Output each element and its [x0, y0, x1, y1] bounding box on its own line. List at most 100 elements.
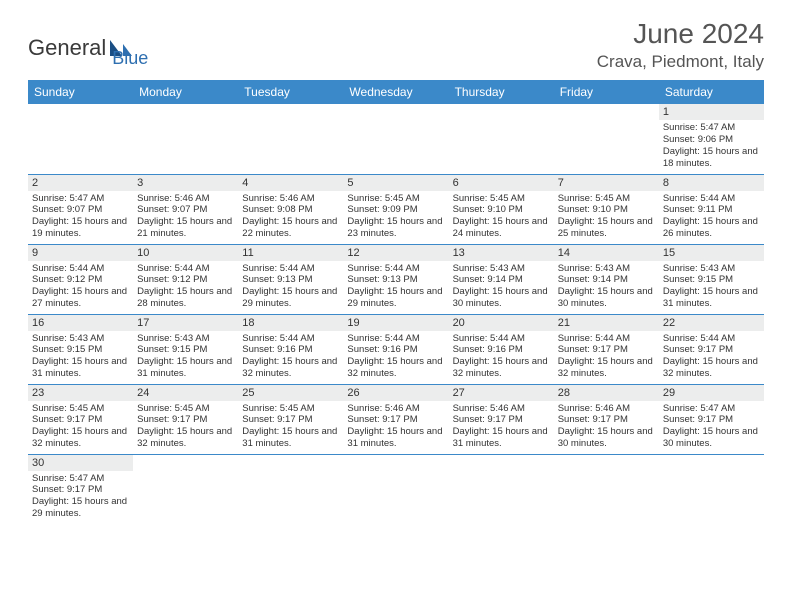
sunrise-text: Sunrise: 5:46 AM — [242, 193, 339, 205]
daylight-text: Daylight: 15 hours and 32 minutes. — [663, 356, 760, 380]
sunset-text: Sunset: 9:17 PM — [453, 414, 550, 426]
sunrise-text: Sunrise: 5:43 AM — [453, 263, 550, 275]
day-number: 28 — [554, 385, 659, 401]
calendar-table: Sunday Monday Tuesday Wednesday Thursday… — [28, 80, 764, 524]
sunrise-text: Sunrise: 5:44 AM — [242, 333, 339, 345]
calendar-row: 2Sunrise: 5:47 AMSunset: 9:07 PMDaylight… — [28, 174, 764, 244]
sunset-text: Sunset: 9:14 PM — [558, 274, 655, 286]
day-details: Sunrise: 5:46 AMSunset: 9:08 PMDaylight:… — [238, 191, 343, 244]
sunset-text: Sunset: 9:13 PM — [242, 274, 339, 286]
calendar-cell — [343, 104, 448, 174]
sunset-text: Sunset: 9:15 PM — [32, 344, 129, 356]
weekday-header: Wednesday — [343, 80, 448, 104]
day-details: Sunrise: 5:45 AMSunset: 9:17 PMDaylight:… — [133, 401, 238, 454]
calendar-cell: 4Sunrise: 5:46 AMSunset: 9:08 PMDaylight… — [238, 174, 343, 244]
day-number: 19 — [343, 315, 448, 331]
sunset-text: Sunset: 9:17 PM — [137, 414, 234, 426]
day-details: Sunrise: 5:46 AMSunset: 9:07 PMDaylight:… — [133, 191, 238, 244]
calendar-cell: 30Sunrise: 5:47 AMSunset: 9:17 PMDayligh… — [28, 454, 133, 524]
sunset-text: Sunset: 9:17 PM — [558, 344, 655, 356]
sunrise-text: Sunrise: 5:45 AM — [453, 193, 550, 205]
daylight-text: Daylight: 15 hours and 31 minutes. — [347, 426, 444, 450]
day-details: Sunrise: 5:47 AMSunset: 9:06 PMDaylight:… — [659, 120, 764, 173]
day-number: 27 — [449, 385, 554, 401]
daylight-text: Daylight: 15 hours and 32 minutes. — [32, 426, 129, 450]
day-number: 8 — [659, 175, 764, 191]
calendar-cell: 8 Sunrise: 5:44 AMSunset: 9:11 PMDaylight… — [659, 174, 764, 244]
sunset-text: Sunset: 9:08 PM — [242, 204, 339, 216]
brand-text-1: General — [28, 35, 106, 61]
day-number: 16 — [28, 315, 133, 331]
sunset-text: Sunset: 9:11 PM — [663, 204, 760, 216]
day-details: Sunrise: 5:43 AMSunset: 9:14 PMDaylight:… — [449, 261, 554, 314]
title-block: June 2024 Crava, Piedmont, Italy — [597, 18, 764, 72]
weekday-header-row: Sunday Monday Tuesday Wednesday Thursday… — [28, 80, 764, 104]
daylight-text: Daylight: 15 hours and 26 minutes. — [663, 216, 760, 240]
sunrise-text: Sunrise: 5:46 AM — [558, 403, 655, 415]
day-number: 9 — [28, 245, 133, 261]
daylight-text: Daylight: 15 hours and 32 minutes. — [453, 356, 550, 380]
day-number: 24 — [133, 385, 238, 401]
sunset-text: Sunset: 9:07 PM — [137, 204, 234, 216]
day-details: Sunrise: 5:47 AMSunset: 9:07 PMDaylight:… — [28, 191, 133, 244]
calendar-row: 30Sunrise: 5:47 AMSunset: 9:17 PMDayligh… — [28, 454, 764, 524]
calendar-cell — [659, 454, 764, 524]
sunrise-text: Sunrise: 5:46 AM — [137, 193, 234, 205]
day-number: 25 — [238, 385, 343, 401]
sunrise-text: Sunrise: 5:44 AM — [137, 263, 234, 275]
daylight-text: Daylight: 15 hours and 31 minutes. — [663, 286, 760, 310]
calendar-cell — [238, 104, 343, 174]
day-details: Sunrise: 5:44 AMSunset: 9:12 PMDaylight:… — [28, 261, 133, 314]
daylight-text: Daylight: 15 hours and 30 minutes. — [558, 426, 655, 450]
calendar-cell: 21Sunrise: 5:44 AMSunset: 9:17 PMDayligh… — [554, 314, 659, 384]
sunrise-text: Sunrise: 5:43 AM — [32, 333, 129, 345]
weekday-header: Tuesday — [238, 80, 343, 104]
day-details: Sunrise: 5:43 AMSunset: 9:15 PMDaylight:… — [659, 261, 764, 314]
sunrise-text: Sunrise: 5:44 AM — [347, 263, 444, 275]
day-number: 12 — [343, 245, 448, 261]
calendar-cell — [449, 104, 554, 174]
calendar-body: 1Sunrise: 5:47 AMSunset: 9:06 PMDaylight… — [28, 104, 764, 524]
sunset-text: Sunset: 9:16 PM — [453, 344, 550, 356]
sunset-text: Sunset: 9:06 PM — [663, 134, 760, 146]
calendar-page: General Blue June 2024 Crava, Piedmont, … — [0, 0, 792, 534]
sunrise-text: Sunrise: 5:45 AM — [347, 193, 444, 205]
calendar-cell: 26Sunrise: 5:46 AMSunset: 9:17 PMDayligh… — [343, 384, 448, 454]
sunset-text: Sunset: 9:12 PM — [32, 274, 129, 286]
calendar-cell: 5Sunrise: 5:45 AMSunset: 9:09 PMDaylight… — [343, 174, 448, 244]
brand-logo: General Blue — [28, 26, 148, 69]
day-details: Sunrise: 5:46 AMSunset: 9:17 PMDaylight:… — [343, 401, 448, 454]
day-number: 1 — [659, 104, 764, 120]
sunrise-text: Sunrise: 5:44 AM — [663, 193, 760, 205]
sunrise-text: Sunrise: 5:47 AM — [32, 473, 129, 485]
sunset-text: Sunset: 9:16 PM — [242, 344, 339, 356]
calendar-cell: 25Sunrise: 5:45 AMSunset: 9:17 PMDayligh… — [238, 384, 343, 454]
calendar-cell: 15Sunrise: 5:43 AMSunset: 9:15 PMDayligh… — [659, 244, 764, 314]
sunrise-text: Sunrise: 5:44 AM — [242, 263, 339, 275]
calendar-cell: 3Sunrise: 5:46 AMSunset: 9:07 PMDaylight… — [133, 174, 238, 244]
sunset-text: Sunset: 9:15 PM — [137, 344, 234, 356]
calendar-cell: 29Sunrise: 5:47 AMSunset: 9:17 PMDayligh… — [659, 384, 764, 454]
day-number: 20 — [449, 315, 554, 331]
sunset-text: Sunset: 9:17 PM — [32, 484, 129, 496]
calendar-cell: 27Sunrise: 5:46 AMSunset: 9:17 PMDayligh… — [449, 384, 554, 454]
calendar-cell: 7Sunrise: 5:45 AMSunset: 9:10 PMDaylight… — [554, 174, 659, 244]
weekday-header: Monday — [133, 80, 238, 104]
daylight-text: Daylight: 15 hours and 25 minutes. — [558, 216, 655, 240]
sunset-text: Sunset: 9:14 PM — [453, 274, 550, 286]
page-subtitle: Crava, Piedmont, Italy — [597, 52, 764, 72]
daylight-text: Daylight: 15 hours and 31 minutes. — [453, 426, 550, 450]
day-details: Sunrise: 5:44 AMSunset: 9:16 PMDaylight:… — [238, 331, 343, 384]
day-number: 5 — [343, 175, 448, 191]
sunrise-text: Sunrise: 5:43 AM — [137, 333, 234, 345]
calendar-cell: 17Sunrise: 5:43 AMSunset: 9:15 PMDayligh… — [133, 314, 238, 384]
day-details: Sunrise: 5:46 AMSunset: 9:17 PMDaylight:… — [449, 401, 554, 454]
sunset-text: Sunset: 9:17 PM — [663, 344, 760, 356]
sunrise-text: Sunrise: 5:45 AM — [32, 403, 129, 415]
daylight-text: Daylight: 15 hours and 31 minutes. — [242, 426, 339, 450]
daylight-text: Daylight: 15 hours and 30 minutes. — [453, 286, 550, 310]
sunset-text: Sunset: 9:15 PM — [663, 274, 760, 286]
day-number: 13 — [449, 245, 554, 261]
calendar-cell: 12Sunrise: 5:44 AMSunset: 9:13 PMDayligh… — [343, 244, 448, 314]
weekday-header: Thursday — [449, 80, 554, 104]
